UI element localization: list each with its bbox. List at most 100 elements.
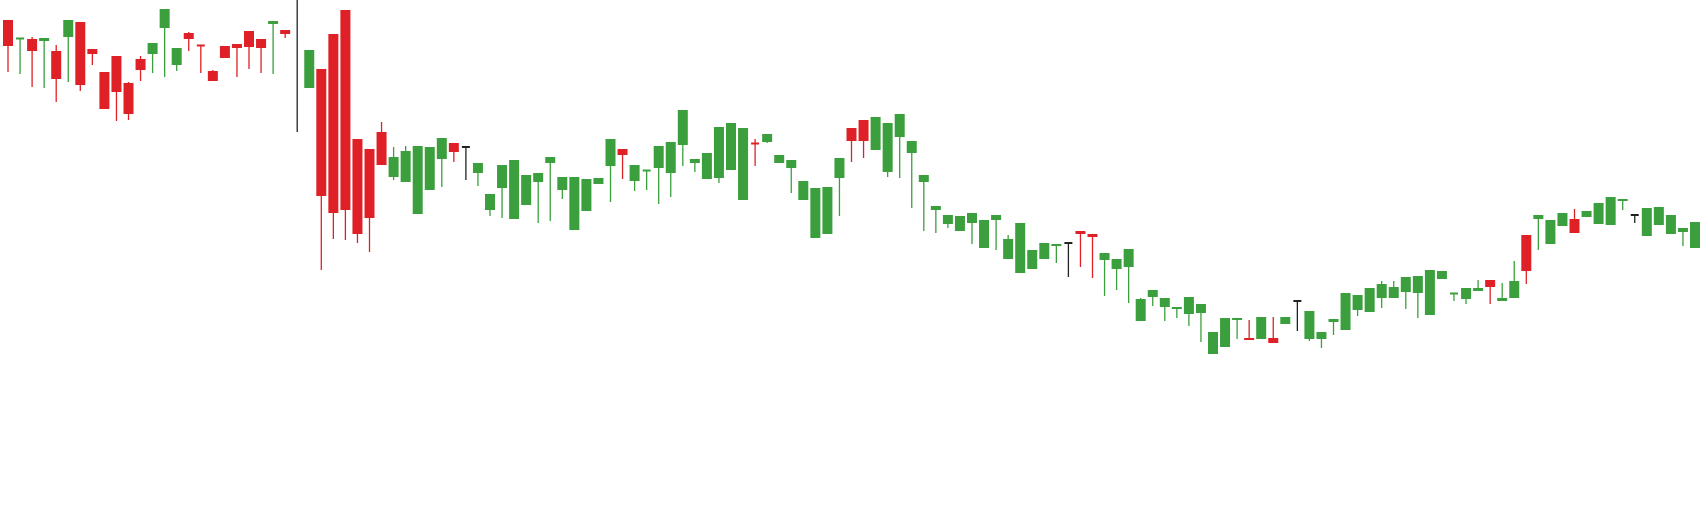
candle-body	[1003, 239, 1014, 259]
candle-body	[810, 188, 821, 238]
candle-body	[906, 141, 917, 153]
candle	[726, 123, 736, 170]
candle-body	[1677, 228, 1688, 232]
candle	[1690, 222, 1700, 248]
candle-body	[147, 43, 158, 54]
candle	[497, 165, 508, 218]
candle-body	[846, 128, 857, 141]
candle	[665, 142, 676, 197]
candle-body	[111, 56, 122, 92]
candle	[147, 43, 158, 73]
candle	[1436, 271, 1447, 279]
candle-body	[1244, 338, 1255, 340]
candle	[751, 139, 760, 166]
candle-body	[1256, 317, 1267, 339]
candle-body	[581, 179, 592, 211]
candle-body	[400, 151, 411, 182]
candle	[834, 158, 845, 216]
candle-body	[713, 127, 724, 178]
candle-body	[1690, 222, 1700, 248]
candle-body	[316, 69, 327, 196]
candle-body	[1123, 249, 1134, 267]
candle	[1605, 197, 1616, 225]
candle-body	[135, 59, 146, 70]
candle	[545, 157, 556, 221]
candle	[352, 139, 363, 243]
candle-body	[653, 146, 664, 168]
candle	[1485, 280, 1496, 304]
candle-body	[1280, 317, 1291, 324]
candle	[617, 149, 628, 179]
candle-body	[1159, 298, 1170, 307]
candle	[1569, 209, 1580, 233]
candle-body	[485, 194, 495, 210]
candle-body	[497, 165, 508, 188]
candle-body	[1328, 319, 1339, 322]
candle-body	[1533, 215, 1544, 219]
candle	[738, 128, 749, 200]
candle	[1232, 318, 1243, 339]
candle	[280, 30, 291, 38]
candle	[1171, 307, 1182, 318]
candle-body	[991, 215, 1002, 220]
candle	[171, 48, 182, 71]
candle	[27, 37, 38, 87]
candle	[1653, 207, 1664, 225]
candle	[942, 215, 953, 228]
candle-body	[340, 10, 351, 210]
candle-body	[1509, 281, 1520, 298]
candle-body	[1352, 295, 1363, 310]
candle	[689, 159, 700, 172]
candle	[1015, 223, 1026, 273]
candle-body	[207, 71, 218, 81]
candle-body	[27, 39, 38, 51]
candle	[967, 213, 977, 244]
candle	[39, 38, 50, 88]
candle	[629, 165, 640, 191]
candle	[1051, 244, 1062, 263]
candle	[810, 188, 821, 238]
candle-body	[593, 178, 604, 184]
candle-body	[521, 175, 532, 205]
candle	[159, 9, 170, 77]
candle-body	[1111, 259, 1122, 269]
candle	[111, 56, 122, 121]
candle-body	[774, 155, 785, 163]
candle-body	[1545, 220, 1556, 244]
candle	[593, 178, 604, 184]
candle	[762, 134, 773, 143]
candle	[1087, 234, 1098, 278]
candle-body	[689, 159, 700, 163]
candle-body	[738, 128, 749, 200]
candle-body	[1605, 197, 1616, 225]
candle	[461, 146, 470, 180]
candle-body	[1232, 318, 1243, 320]
candle	[569, 177, 580, 230]
candle	[376, 122, 387, 165]
candle	[1003, 235, 1014, 259]
candle	[1159, 298, 1170, 321]
candle-body	[882, 123, 893, 172]
candle-body	[364, 149, 375, 218]
candle	[521, 175, 532, 205]
candle	[858, 120, 869, 158]
candle-body	[388, 157, 399, 177]
candle-body	[436, 138, 447, 159]
candle	[1388, 281, 1399, 298]
candle	[1617, 199, 1628, 210]
candle	[509, 160, 520, 219]
candle-body	[1376, 284, 1387, 298]
candle	[316, 69, 327, 270]
candle	[296, 0, 298, 132]
candle	[1521, 235, 1532, 284]
candle-body	[726, 123, 736, 170]
candle-body	[1569, 219, 1580, 233]
candle-body	[376, 132, 387, 165]
candle	[436, 138, 447, 187]
candle	[1545, 220, 1556, 244]
candle	[642, 169, 651, 190]
candle-body	[1087, 234, 1098, 237]
candle	[328, 34, 339, 239]
candle	[231, 44, 242, 77]
candle-body	[472, 163, 483, 173]
